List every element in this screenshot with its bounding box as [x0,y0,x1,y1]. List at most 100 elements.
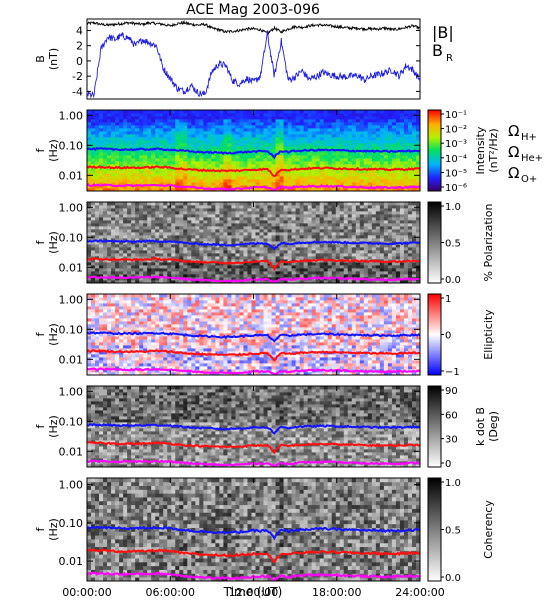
heatmap-cell [135,351,140,355]
heatmap-cell [251,274,256,278]
heatmap-cell [295,164,301,168]
heatmap-cell [191,235,196,239]
heatmap-cell [163,220,168,224]
heatmap-cell [323,229,329,233]
y-tick-label: 0.01 [59,169,84,182]
heatmap-cell [123,152,128,156]
heatmap-cell [211,238,216,242]
heatmap-cell [315,125,321,129]
heatmap-cell [111,256,116,260]
heatmap-cell [267,137,272,141]
heatmap-cell [259,182,264,186]
heatmap-cell [151,223,156,227]
heatmap-cell [403,253,409,257]
heatmap-cell [139,274,144,278]
heatmap-cell [339,280,345,284]
heatmap-cell [355,143,361,147]
heatmap-cell [87,357,92,361]
heatmap-cell [111,131,116,135]
heatmap-cell [283,182,288,186]
heatmap-cell [103,232,108,236]
heatmap-cell [255,155,260,159]
heatmap-cell [143,167,148,171]
heatmap-cell [291,235,297,239]
heatmap-cell [207,262,212,266]
heatmap-cell [359,223,365,227]
heatmap-cell [319,119,325,123]
heatmap-cell [347,182,353,186]
heatmap-cell [287,170,293,174]
heatmap-cell [395,176,401,180]
heatmap-cell [323,182,329,186]
heatmap-cell [415,140,421,144]
heatmap-cell [367,140,373,144]
heatmap-cell [195,250,200,254]
heatmap-cell [207,188,212,192]
heatmap-cell [407,256,413,260]
heatmap-cell [103,214,108,218]
heatmap-cell [259,247,264,251]
heatmap-cell [87,113,92,117]
heatmap-cell [343,179,349,183]
heatmap-cell [255,131,260,135]
heatmap-cell [119,122,124,126]
heatmap-cell [307,152,313,156]
heatmap-cell [239,274,244,278]
heatmap-cell [383,140,389,144]
heatmap-cell [171,110,176,114]
heatmap-cell [339,140,345,144]
heatmap-cell [331,256,337,260]
heatmap-cell [119,113,124,117]
heatmap-cell [87,235,92,239]
heatmap-cell [87,226,92,230]
heatmap-cell [239,125,244,129]
heatmap-cell [255,262,260,266]
heatmap-cell [303,214,309,218]
heatmap-cell [243,116,248,120]
heatmap-cell [167,232,172,236]
heatmap-cell [335,155,341,159]
heatmap-cell [103,173,108,177]
heatmap-cell [215,143,220,147]
heatmap-cell [347,116,353,120]
heatmap-cell [331,280,337,284]
heatmap-cell [291,131,297,135]
heatmap-cell [271,271,276,275]
heatmap-cell [215,232,220,236]
heatmap-cell [383,232,389,236]
heatmap-cell [247,122,252,126]
heatmap-cell [131,164,136,168]
heatmap-cell [287,262,293,266]
heatmap-cell [399,250,405,254]
heatmap-cell [379,173,385,177]
heatmap-cell [287,128,293,132]
heatmap-cell [227,179,232,183]
heatmap-cell [115,348,120,352]
heatmap-cell [91,229,96,233]
heatmap-cell [235,235,240,239]
heatmap-cell [371,271,377,275]
heatmap-cell [315,214,321,218]
heatmap-cell [363,271,369,275]
heatmap-cell [139,262,144,266]
heatmap-cell [111,348,116,352]
heatmap-cell [115,143,120,147]
heatmap-cell [395,271,401,275]
heatmap-cell [339,235,345,239]
heatmap-cell [395,235,401,239]
heatmap-cell [323,173,329,177]
heatmap-cell [167,122,172,126]
heatmap-cell [415,146,421,150]
heatmap-cell [267,247,272,251]
heatmap-cell [307,280,313,284]
heatmap-cell [219,202,224,206]
heatmap-cell [291,170,297,174]
heatmap-cell [167,146,172,150]
heatmap-cell [87,297,92,301]
heatmap-cell [91,357,96,361]
heatmap-cell [343,158,349,162]
heatmap-cell [255,229,260,233]
heatmap-cell [235,271,240,275]
heatmap-cell [339,238,345,242]
heatmap-cell [155,149,160,153]
